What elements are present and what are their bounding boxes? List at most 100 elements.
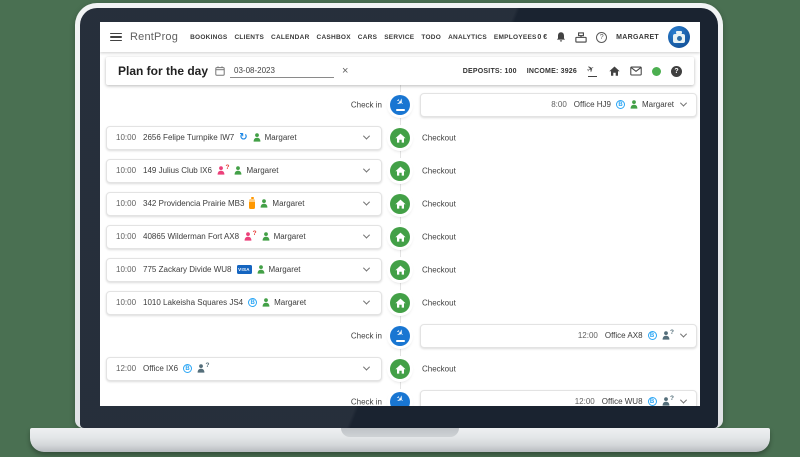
b-circle-icon: B [183,364,193,373]
booking-title: 342 Providencia Prairie MB3 [143,199,245,208]
status-dot-icon [652,66,661,76]
timeline-row: 10:00 40865 Wilderman Fort AX8? Margaret C… [100,220,700,253]
chevron-down-icon[interactable] [679,396,688,404]
chevron-down-icon[interactable] [679,99,688,107]
deposits-stat: DEPOSITS: 100 [462,67,517,75]
booking-card[interactable]: 10:00 149 Julius Club IX6? Margaret [106,158,382,183]
day-plan-timeline: Check in ✈ 8:00 Office HJ9 B Margaret 10:00… [100,85,700,406]
date-input[interactable]: 03-08-2023 [230,64,335,78]
checkout-marker-icon [390,193,410,214]
assignee-name: Margaret [274,298,307,307]
nav-item-analytics[interactable]: ANALYTICS [448,33,487,41]
chevron-down-icon[interactable] [362,198,371,206]
assignee-icon [253,133,261,142]
balance-label[interactable]: 0 € [537,33,548,41]
nav-item-employees[interactable]: EMPLOYEES [493,33,537,41]
booking-time: 12:00 [577,331,598,340]
booking-card[interactable]: 12:00 Office IX6 B? [106,356,382,381]
help-icon[interactable] [596,31,608,43]
nav-item-clients[interactable]: CLIENTS [234,33,265,41]
navbar-right-group: 0 € MARGARET [537,26,690,48]
page-title: Plan for the day [118,64,209,78]
b-circle-icon: B [615,100,625,109]
chevron-down-icon[interactable] [362,297,371,305]
checkout-label: Checkout [422,133,456,142]
laptop-notch [341,428,459,437]
clear-date-icon[interactable] [342,66,348,77]
timeline-row: Check in ✈ 12:00 Office AX8 B? [100,319,700,352]
checkout-marker-icon [390,259,410,280]
assignee-icon [630,100,638,109]
nav-item-todo[interactable]: TODO [421,33,442,41]
person-unknown-icon: ? [662,395,674,406]
chevron-down-icon[interactable] [362,132,371,140]
timeline-row: Check in ✈ 8:00 Office HJ9 B Margaret [100,88,700,121]
nav-item-cars[interactable]: CARS [357,33,378,41]
assignee-name: Margaret [273,232,306,241]
assignee-name: Margaret [641,100,674,109]
chevron-down-icon[interactable] [362,165,371,173]
plan-toolbar: Plan for the day 03-08-2023 DEPOSITS: 10… [106,57,694,85]
booking-card[interactable]: 10:00 775 Zackary Divide WU8 VISA Margaret [106,257,382,282]
checkin-label: Check in [350,331,382,340]
person-question-icon: ? [217,164,229,175]
booking-time: 8:00 [551,100,567,109]
chevron-down-icon[interactable] [362,363,371,371]
chevron-down-icon[interactable] [362,231,371,239]
booking-card[interactable]: 12:00 Office WU8 B? [420,389,697,406]
assignee-name: Margaret [264,133,297,142]
avatar[interactable] [668,26,690,48]
menu-icon[interactable] [110,32,122,42]
booking-title: Office HJ9 [573,100,611,109]
calendar-icon[interactable] [215,66,225,76]
person-unknown-icon: ? [662,329,674,340]
nav-item-cashbox[interactable]: CASHBOX [316,33,351,41]
assignee-icon [262,232,270,241]
nav-item-service[interactable]: SERVICE [384,33,415,41]
brand-logo[interactable]: RentProg [130,31,179,43]
home-icon[interactable] [609,66,620,76]
checkin-marker-icon: ✈ [390,325,410,346]
assignee-icon [234,166,242,175]
booking-card[interactable]: 10:00 342 Providencia Prairie MB3 Margaret [106,191,382,216]
booking-title: Office WU8 [601,397,643,406]
flight-takeoff-icon[interactable] [587,65,599,77]
booking-card[interactable]: 10:00 1010 Lakeisha Squares JS4 B Margaret [106,290,382,315]
booking-title: 2656 Felipe Turnpike IW7 [143,133,235,142]
cashbox-icon[interactable] [575,31,587,43]
checkout-marker-icon [390,127,410,148]
main-nav: BOOKINGS CLIENTS CALENDAR CASHBOX CARS S… [190,34,537,41]
chevron-down-icon[interactable] [679,330,688,338]
help-filled-icon[interactable] [671,65,682,77]
b-circle-icon: B [647,331,657,340]
timeline-row: 10:00 2656 Felipe Turnpike IW7 ↻ Margaret C… [100,121,700,154]
checkin-label: Check in [350,397,382,406]
booking-title: 40865 Wilderman Fort AX8 [143,232,240,241]
chevron-down-icon[interactable] [362,264,371,272]
laptop-base [30,428,770,452]
user-name[interactable]: MARGARET [616,33,659,41]
booking-card[interactable]: 8:00 Office HJ9 B Margaret [420,92,697,117]
booking-title: 775 Zackary Divide WU8 [143,265,232,274]
assignee-name: Margaret [268,265,301,274]
nav-item-bookings[interactable]: BOOKINGS [190,33,228,41]
b-circle-icon: B [248,298,258,307]
booking-time: 10:00 [116,265,137,274]
checkout-label: Checkout [422,199,456,208]
person-unknown-icon: ? [197,362,210,373]
booking-time: 10:00 [116,298,137,307]
booking-card[interactable]: 12:00 Office AX8 B? [420,323,697,348]
plane-landing-icon: ✈ [394,326,407,340]
mail-icon[interactable] [630,66,642,76]
nav-item-calendar[interactable]: CALENDAR [271,33,310,41]
booking-time: 10:00 [116,199,137,208]
checkout-marker-icon [390,358,410,379]
checkin-marker-icon: ✈ [390,94,410,115]
booking-card[interactable]: 10:00 2656 Felipe Turnpike IW7 ↻ Margaret [106,125,382,150]
booking-card[interactable]: 10:00 40865 Wilderman Fort AX8? Margaret [106,224,382,249]
timeline-row: 10:00 149 Julius Club IX6? Margaret Checko… [100,154,700,187]
assignee-name: Margaret [272,199,305,208]
income-stat: INCOME: 3926 [526,67,577,75]
assignee-icon [260,199,268,208]
bell-icon[interactable] [556,31,566,43]
